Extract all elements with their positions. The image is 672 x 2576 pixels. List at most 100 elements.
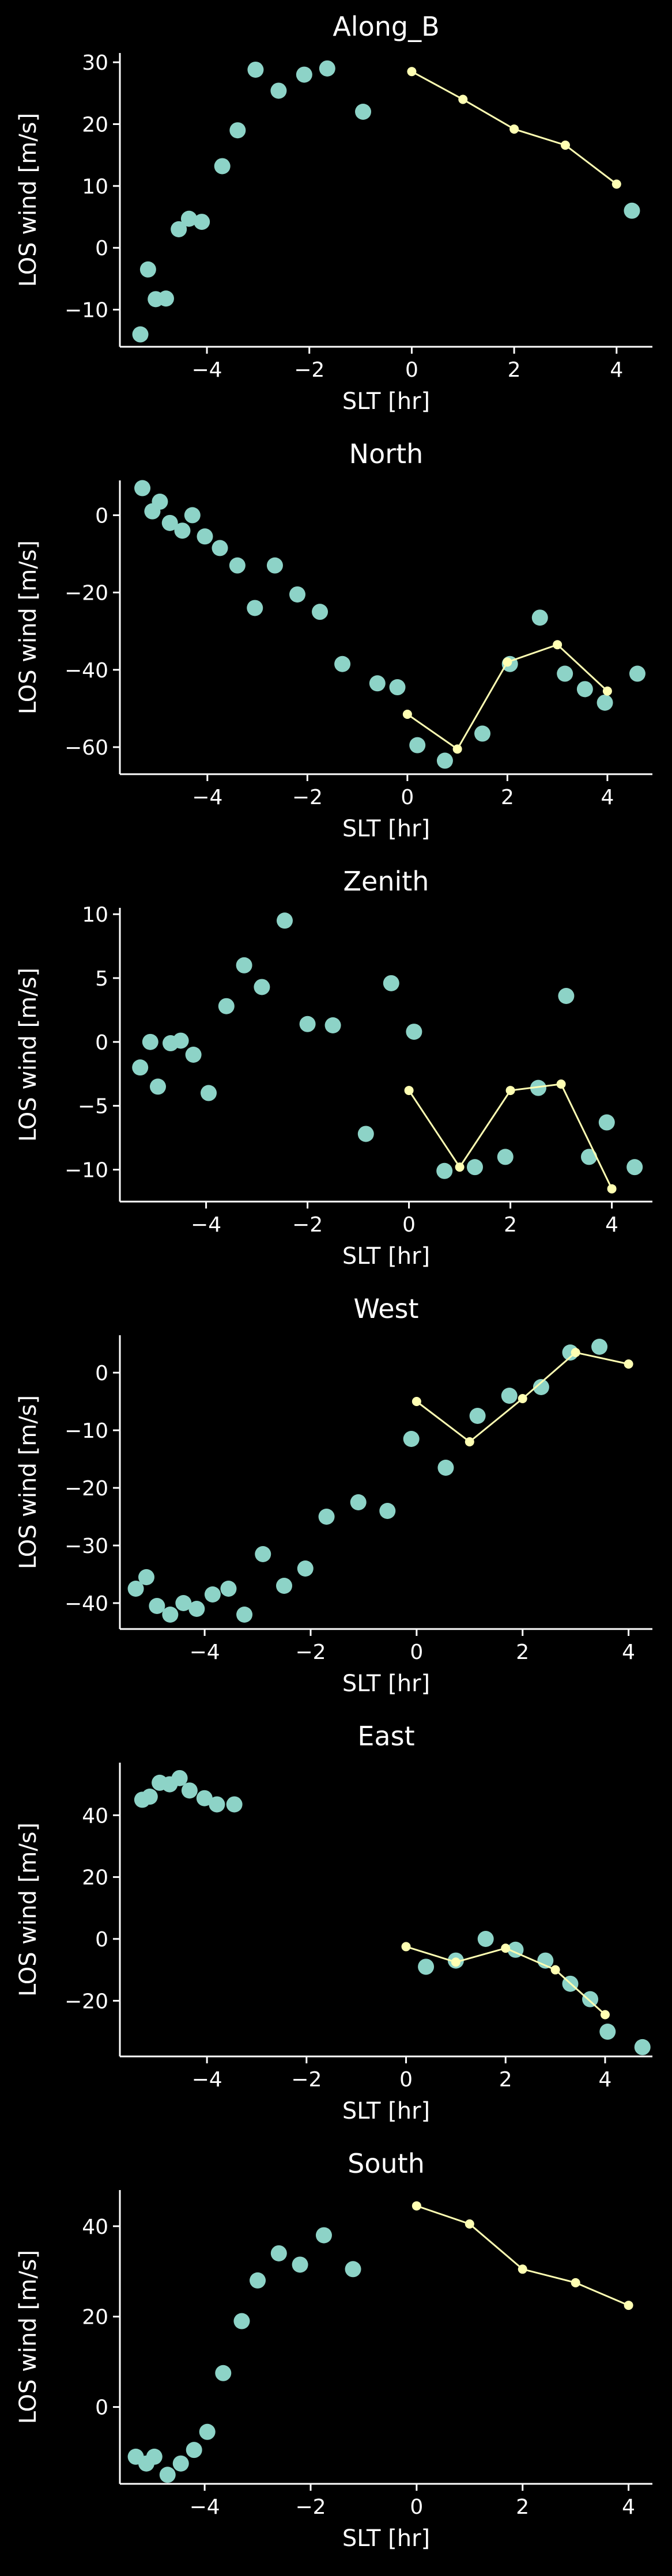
x-axis-label: SLT [hr] [342,2098,430,2124]
x-tick-label: 2 [504,1213,517,1237]
scatter-point [229,557,246,574]
y-tick-label: −20 [65,1477,108,1501]
y-tick-label: 10 [82,903,108,927]
y-tick-label: 20 [82,1866,108,1890]
x-tick-label: 0 [402,1213,416,1237]
y-tick-label: 40 [82,2215,108,2239]
scatter-point [132,326,149,343]
scatter-point [406,1024,422,1040]
scatter-point [436,752,453,769]
scatter-point [289,586,305,603]
scatter-point [250,2272,266,2289]
scatter-point [270,2245,287,2261]
scatter-point [127,1581,144,1597]
scatter-point [277,912,293,929]
x-tick-label: −4 [191,358,222,382]
scatter-point [152,493,168,510]
y-tick-label: 10 [82,175,108,199]
scatter-point [142,1033,158,1050]
scatter-point [591,1339,608,1355]
scatter-point [188,1601,205,1617]
scatter-point [292,2256,308,2273]
scatter-point [497,1149,514,1165]
scatter-point [181,1782,198,1799]
x-tick-label: −4 [192,2068,222,2092]
scatter-point [197,528,213,545]
scatter-point [196,1790,213,1806]
line-point [550,1965,560,1975]
line-point [518,2264,527,2274]
scatter-point [150,1078,166,1095]
y-tick-label: 0 [95,504,108,528]
scatter-point [597,694,613,711]
scatter-point [598,1114,615,1131]
scatter-point [172,2455,189,2472]
scatter-point [467,1159,483,1176]
panel-along-b: Along_B −4 −2 0 2 4 −10 0 10 20 30 SLT [hr] LOS wind… [15,11,652,415]
scatter-point [501,1388,518,1404]
line-point [503,657,512,667]
x-tick-label: −4 [190,1641,220,1664]
y-tick-label: −20 [65,1990,108,2013]
scatter-point [134,480,151,497]
y-axis-label: LOS wind [m/s] [15,540,41,714]
scatter-point [403,1431,420,1447]
x-axis-label: SLT [hr] [342,1670,430,1697]
scatter-point [247,600,263,616]
y-tick-label: −20 [65,582,108,605]
y-tick-label: −10 [65,299,108,323]
scatter-point [194,214,210,230]
y-tick-label: 5 [95,967,108,991]
scatter-point [174,522,191,539]
x-tick-label: 0 [410,1641,423,1664]
y-tick-label: 0 [95,1362,108,1385]
scatter-point [201,1085,217,1101]
scatter-point [139,261,156,278]
chart-title: North [349,438,424,469]
line-point [624,1359,633,1369]
scatter-point [247,61,264,78]
line-point [600,2010,610,2020]
line-point [553,640,562,650]
x-tick-label: 0 [399,2068,413,2092]
scatter-point [418,1958,435,1975]
scatter-point [138,1569,154,1585]
y-tick-label: −40 [65,659,108,683]
scatter-point [171,221,187,237]
x-tick-label: −4 [191,1213,221,1237]
scatter-point [629,665,645,682]
scatter-point [233,2313,250,2329]
y-tick-label: −30 [65,1535,108,1558]
scatter-point [389,679,406,696]
chart-title: East [357,1721,414,1752]
scatter-point [209,1796,225,1813]
scatter-point [558,988,575,1004]
scatter-point [533,1379,549,1395]
x-tick-label: −4 [192,786,222,809]
y-tick-label: −40 [65,1592,108,1616]
scatter-point [599,2024,616,2040]
line-point [602,686,612,696]
scatter-point [226,1796,243,1813]
scatter-point [229,122,246,139]
scatter-point [437,1460,454,1476]
scatter-point [357,1126,374,1142]
chart-title: Along_B [333,11,439,42]
x-tick-label: 0 [405,358,418,382]
line-point [407,67,417,77]
scatter-point [409,737,426,753]
y-axis-label: LOS wind [m/s] [15,1823,41,1997]
x-tick-label: 4 [622,1641,635,1664]
scatter-point [624,202,640,219]
scatter-point [146,2448,163,2465]
line-point [465,2219,474,2229]
scatter-point [212,540,228,556]
line-point [455,1162,465,1172]
y-tick-label: 0 [95,2396,108,2420]
scatter-point [369,675,386,692]
line-point [556,1079,566,1089]
y-tick-label: 0 [95,1928,108,1952]
